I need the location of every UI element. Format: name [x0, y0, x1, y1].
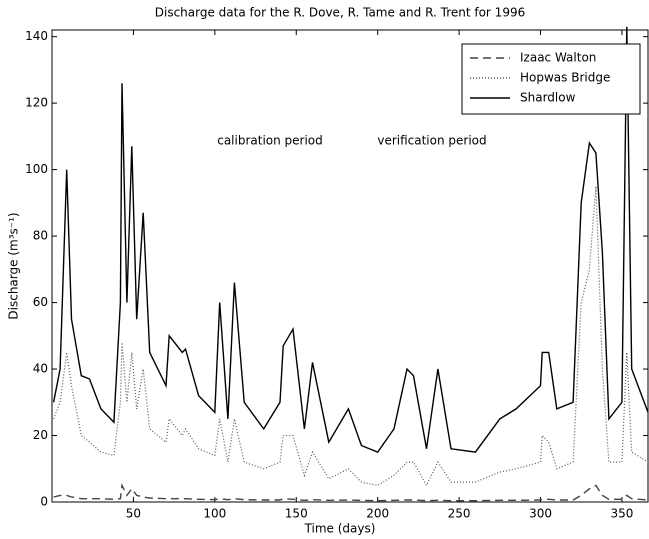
y-tick-label: 20: [33, 428, 48, 442]
x-tick-label: 350: [610, 507, 633, 521]
plot-frame: [51, 29, 649, 503]
y-tick-label: 120: [25, 96, 48, 110]
y-tick-label: 0: [40, 495, 48, 509]
x-tick-label: 250: [448, 507, 471, 521]
series-line: [52, 26, 649, 453]
chart-title: Discharge data for the R. Dove, R. Tame …: [155, 6, 525, 20]
legend-box: [461, 43, 641, 115]
annotation: verification period: [377, 134, 486, 148]
x-tick-label: 300: [529, 507, 552, 521]
series-line: [53, 482, 649, 502]
y-tick-label: 40: [33, 362, 48, 376]
x-tick-label: 200: [366, 507, 389, 521]
series-line: [53, 186, 649, 487]
x-tick-label: 150: [285, 507, 308, 521]
y-tick-label: 100: [25, 162, 48, 176]
x-tick-label: 50: [126, 507, 141, 521]
x-axis-label: Time (days): [304, 522, 376, 536]
y-tick-label: 80: [33, 229, 48, 243]
legend-label: Shardlow: [520, 91, 576, 105]
y-tick-label: 140: [25, 29, 48, 43]
legend-label: Izaac Walton: [520, 51, 596, 65]
legend-label: Hopwas Bridge: [520, 71, 610, 85]
x-tick-label: 100: [203, 507, 226, 521]
annotation: calibration period: [217, 134, 323, 148]
y-tick-label: 60: [33, 295, 48, 309]
y-axis-label: Discharge (m³s⁻¹): [7, 212, 21, 319]
